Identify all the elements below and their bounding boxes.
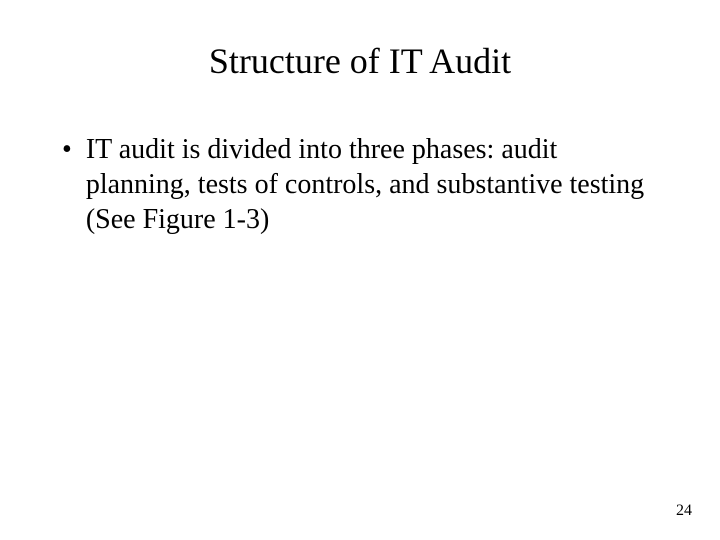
slide-title: Structure of IT Audit	[0, 0, 720, 92]
bullet-item: • IT audit is divided into three phases:…	[60, 132, 660, 237]
bullet-marker-icon: •	[60, 132, 86, 167]
page-number: 24	[676, 502, 692, 520]
slide-content: • IT audit is divided into three phases:…	[0, 92, 720, 237]
slide-container: Structure of IT Audit • IT audit is divi…	[0, 0, 720, 540]
bullet-text: IT audit is divided into three phases: a…	[86, 132, 660, 237]
